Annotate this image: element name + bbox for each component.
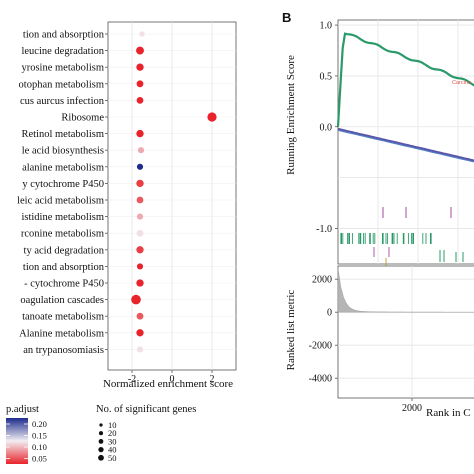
- enrichment-dot: [136, 196, 144, 204]
- enrichment-dot: [136, 80, 144, 88]
- y-tick-label: -2000: [309, 341, 332, 352]
- enrichment-dot: [139, 31, 145, 37]
- ranked-list-frame: [337, 265, 474, 399]
- term-label: alanine metabolism: [22, 162, 104, 173]
- term-label: leucine degradation: [21, 46, 104, 57]
- color-legend-title: p.adjust: [6, 404, 39, 415]
- enrichment-dot: [136, 213, 144, 220]
- y-tick-label: 0.5: [320, 71, 333, 82]
- term-label: Ribosome: [61, 113, 104, 124]
- size-legend-dot: [98, 439, 104, 444]
- gsea-panel: B 1.0 0.5 0.0 -1.0 Running Enrichment Score…: [282, 10, 474, 419]
- enrichment-dots: [131, 31, 217, 353]
- x-tick-label: 2: [210, 374, 215, 385]
- term-label: le acid biosynthesis: [22, 146, 104, 157]
- term-label: tanoate metabolism: [22, 312, 104, 323]
- term-label: cus aurcus infection: [20, 96, 105, 107]
- term-label: ty acid degradation: [24, 245, 105, 256]
- enrichment-dot: [136, 346, 144, 353]
- ranked-list-y-title: Ranked list metric: [285, 290, 297, 371]
- enrichment-dot: [136, 46, 144, 55]
- term-label: istidine metabolism: [21, 212, 104, 223]
- dotplot-gridlines: [108, 22, 236, 370]
- running-es-y-title: Running Enrichment Score: [285, 55, 297, 175]
- term-label: otophan metabolism: [19, 79, 104, 90]
- term-label: yrosine metabolism: [21, 63, 104, 74]
- enrichment-dot: [136, 263, 144, 270]
- term-label: leic acid metabolism: [17, 196, 104, 207]
- size-legend-dot: [98, 454, 104, 461]
- enrichment-dot: [136, 279, 144, 287]
- term-label: - cytochrome P450: [24, 279, 104, 290]
- size-legend-label: 40: [108, 445, 117, 455]
- enrichment-dot: [136, 63, 144, 71]
- x-axis-ticks: -2 0 2: [128, 370, 215, 385]
- y-tick-label: 0.0: [320, 122, 333, 133]
- x-tick-label: -2: [128, 374, 136, 385]
- term-label: tion and absorption: [23, 262, 105, 273]
- enrichment-dot: [136, 329, 144, 337]
- color-legend-bar: [6, 418, 28, 464]
- color-legend-label: 0.15: [32, 431, 47, 441]
- color-legend-ticks: 0.20 0.150.10 0.05: [6, 419, 47, 464]
- y-tick-label: 1.0: [320, 21, 333, 32]
- size-legend-dot: [98, 446, 104, 453]
- term-label: tion and absorption: [23, 30, 105, 41]
- term-label: an trypanosomiasis: [23, 345, 104, 356]
- enrichment-dot: [137, 147, 145, 154]
- x-axis-title: Normalized enrichment score: [103, 378, 233, 390]
- running-es-line-down: [337, 127, 474, 162]
- term-label: y cytochrome P450: [22, 179, 104, 190]
- enrichment-dot: [136, 229, 144, 237]
- enrichment-dot: [207, 112, 217, 122]
- enrichment-dot: [136, 312, 144, 320]
- running-es-curves: [336, 32, 474, 163]
- enrichment-dot: [131, 294, 141, 305]
- color-legend-label: 0.10: [32, 442, 47, 452]
- ranked-list-x-title: Rank in C: [426, 407, 471, 419]
- x-tick-label: 2000: [402, 403, 422, 414]
- enrichment-dot: [136, 129, 144, 138]
- enrichment-dot: [136, 96, 144, 104]
- ranked-list-x-ticks: 2000: [402, 398, 422, 414]
- enrichment-dot: [136, 246, 144, 254]
- gene-hit-ticks: [340, 207, 464, 268]
- running-es-line-down-2: [337, 129, 474, 163]
- x-tick-label: 0: [170, 374, 175, 385]
- enrichment-dot: [136, 179, 144, 188]
- size-legend-title: No. of significant genes: [96, 404, 196, 415]
- term-label: Retinol metabolism: [21, 129, 104, 140]
- panel-b-letter: B: [282, 10, 291, 25]
- size-legend-label: 50: [108, 453, 117, 463]
- ranked-list-y-ticks: 2000 0 -2000 -4000: [309, 275, 338, 385]
- term-label: oagulation cascades: [20, 295, 104, 306]
- size-legend-label: 30: [108, 436, 117, 446]
- size-legend-dot: [98, 431, 104, 436]
- y-tick-label: 0: [327, 308, 332, 319]
- dotplot-panel: tion and absorption leucine degradation yr…: [17, 21, 237, 390]
- running-es-line-up: [336, 32, 474, 127]
- enrichment-dot: [136, 163, 144, 170]
- running-es-frame: [337, 19, 474, 265]
- y-tick-label: -1.0: [316, 224, 332, 235]
- color-legend-label: 0.20: [32, 419, 47, 429]
- term-labels: tion and absorption leucine degradation yr…: [17, 30, 108, 356]
- series-label-up: Carcino: [452, 80, 471, 86]
- size-legend-label: 20: [108, 428, 117, 438]
- y-tick-label: -4000: [309, 374, 332, 385]
- size-legend-label: 10: [108, 420, 117, 430]
- y-tick-label: 2000: [312, 275, 332, 286]
- running-es-y-ticks: 1.0 0.5 0.0 -1.0: [316, 21, 338, 235]
- term-label: rconine metabolism: [21, 229, 104, 240]
- term-label: Alanine metabolism: [19, 328, 104, 339]
- size-legend-dot: [99, 423, 103, 427]
- color-legend-label: 0.05: [32, 454, 47, 464]
- ranked-list-area: [337, 268, 474, 313]
- legends: p.adjust 0.20 0.150.10 0.05 No. of signifi…: [6, 404, 196, 464]
